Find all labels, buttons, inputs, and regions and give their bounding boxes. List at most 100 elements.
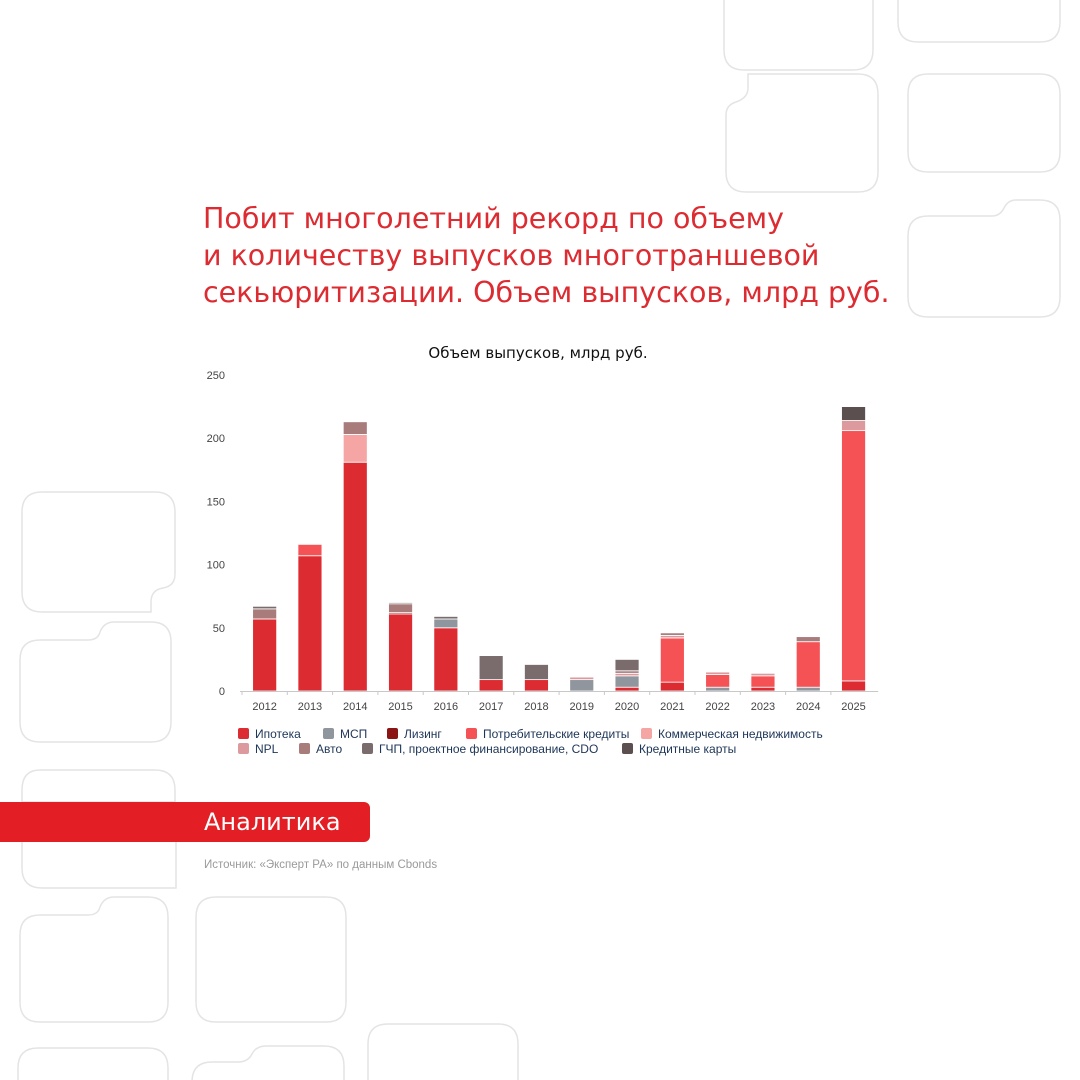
- bar-segment: [705, 686, 731, 692]
- legend-label: Авто: [316, 742, 342, 756]
- y-tick-label: 0: [219, 686, 225, 698]
- legend-swatch: [466, 728, 477, 739]
- legend-swatch: [323, 728, 334, 739]
- bar-segment: [433, 627, 459, 692]
- bar-segment: [342, 461, 368, 692]
- bar-segment: [433, 618, 459, 629]
- y-tick-label: 100: [207, 560, 225, 572]
- bar-segment: [795, 641, 821, 688]
- bar-segment: [705, 674, 731, 688]
- bar-segment: [841, 680, 866, 692]
- legend-label: МСП: [340, 727, 367, 741]
- deco-shape: [21, 491, 176, 613]
- bar-segment: [252, 605, 278, 610]
- x-tick-label: 2024: [796, 701, 820, 713]
- x-tick-label: 2023: [751, 701, 775, 713]
- x-tick-label: 2025: [841, 701, 865, 713]
- bar-segment: [659, 681, 685, 692]
- deco-shape: [19, 896, 169, 1023]
- bar-segment: [252, 618, 278, 692]
- deco-shape: [907, 73, 1061, 173]
- bar-segment: [841, 420, 866, 432]
- bar-segment: [614, 686, 640, 692]
- deco-shape: [195, 896, 347, 1023]
- bar-segment: [524, 679, 549, 692]
- legend-swatch: [622, 743, 633, 754]
- source-note: Источник: «Эксперт РА» по данным Cbonds: [204, 859, 438, 871]
- bar-segment: [388, 613, 413, 692]
- legend-label: Коммерческая недвижимость: [658, 727, 823, 741]
- bar-segment: [750, 675, 776, 688]
- y-tick-label: 50: [213, 623, 225, 635]
- legend-label: Потребительские кредиты: [483, 727, 629, 741]
- deco-shape: [19, 621, 172, 743]
- deco-shape: [723, 0, 874, 71]
- bar-segment: [342, 421, 368, 435]
- x-tick-label: 2021: [660, 701, 684, 713]
- headline-line-2: и количеству выпусков многотраншевой: [203, 239, 820, 272]
- headline-line-3: секьюритизации. Объем выпусков, млрд руб…: [203, 276, 890, 309]
- deco-shape: [17, 1047, 169, 1080]
- y-tick-label: 250: [207, 370, 225, 382]
- bar-segment: [524, 664, 549, 681]
- bar-segment: [614, 675, 640, 688]
- x-tick-label: 2017: [479, 701, 503, 713]
- deco-shape: [191, 1045, 345, 1080]
- x-tick-label: 2014: [343, 701, 367, 713]
- legend-label: Ипотека: [255, 727, 301, 741]
- deco-shape: [21, 769, 176, 803]
- bars-group: [252, 406, 866, 692]
- bar-segment: [433, 616, 459, 620]
- legend-swatch: [299, 743, 310, 754]
- headline-line-1: Побит многолетний рекорд по объему: [203, 202, 785, 235]
- bar-segment: [388, 602, 413, 605]
- deco-shape: [897, 0, 1061, 43]
- deco-shape: [367, 1023, 519, 1080]
- x-tick-label: 2020: [615, 701, 639, 713]
- x-tick-label: 2015: [388, 701, 412, 713]
- deco-shape: [907, 199, 1061, 318]
- x-tick-label: 2018: [524, 701, 548, 713]
- legend-swatch: [387, 728, 398, 739]
- legend-swatch: [238, 743, 249, 754]
- legend: Ипотека МСП Лизинг Потребительские кредиты К…: [238, 727, 823, 756]
- x-tick-label: 2013: [298, 701, 322, 713]
- chart-title: Объем выпусков, млрд руб.: [428, 344, 647, 362]
- legend-swatch: [641, 728, 652, 739]
- y-tick-label: 200: [207, 433, 225, 445]
- legend-label: Лизинг: [404, 727, 442, 741]
- bar-segment: [478, 679, 504, 692]
- x-tick-label: 2022: [705, 701, 729, 713]
- bar-segment: [841, 430, 866, 682]
- analytics-badge: Аналитика: [0, 802, 370, 842]
- x-tick-label: 2019: [570, 701, 594, 713]
- stacked-bar-chart: Объем выпусков, млрд руб. 0 50 100 150 200 25…: [207, 344, 879, 756]
- bar-segment: [795, 636, 821, 643]
- bar-segment: [750, 686, 776, 692]
- y-axis: 0 50 100 150 200 250: [207, 370, 225, 698]
- bar-segment: [841, 406, 866, 421]
- bar-segment: [388, 603, 413, 614]
- legend-label: ГЧП, проектное финансирование, CDO: [379, 742, 598, 756]
- bar-segment: [569, 679, 595, 692]
- analytics-badge-label: Аналитика: [204, 808, 341, 836]
- bar-segment: [705, 671, 731, 675]
- x-tick-label: 2016: [434, 701, 458, 713]
- bar-segment: [342, 434, 368, 463]
- bar-segment: [795, 686, 821, 692]
- bar-segment: [569, 676, 595, 681]
- legend-swatch: [238, 728, 249, 739]
- bar-segment: [659, 637, 685, 683]
- bar-segment: [252, 608, 278, 620]
- bar-segment: [478, 655, 504, 681]
- bar-segment: [659, 632, 685, 636]
- bar-segment: [614, 658, 640, 672]
- deco-shape: [21, 842, 177, 889]
- legend-swatch: [362, 743, 373, 754]
- headline: Побит многолетний рекорд по объему и кол…: [203, 200, 903, 311]
- bar-segment: [297, 555, 323, 692]
- y-tick-label: 150: [207, 496, 225, 508]
- x-tick-label: 2012: [252, 701, 276, 713]
- legend-label: Кредитные карты: [639, 742, 736, 756]
